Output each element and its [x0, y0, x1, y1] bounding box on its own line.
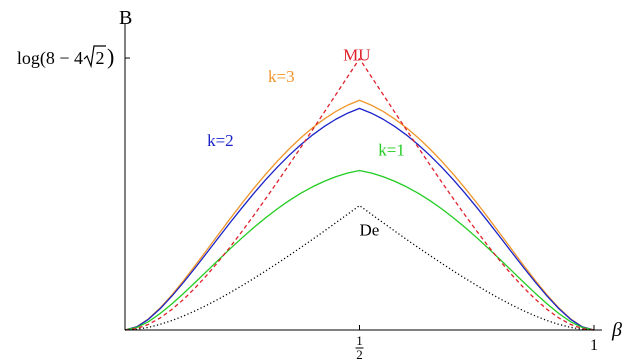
y-tick-label: log(8 − 4 2): [17, 44, 114, 69]
y-axis-label: B: [119, 7, 132, 29]
annotation-k-3: k=3: [268, 67, 295, 86]
series-line-k-1: [124, 169, 595, 331]
annotation-k-2: k=2: [207, 131, 234, 150]
x-axis-label: β: [611, 319, 622, 341]
y-tick-label-close: ): [107, 44, 114, 69]
series-line-mu: [124, 58, 595, 331]
x-tick-label: 1: [590, 337, 598, 354]
y-tick-label-text: log(8 − 4: [17, 48, 83, 69]
series-layer: [124, 58, 595, 331]
x-tick-label-numerator: 1: [356, 333, 363, 348]
annotation-layer: MU k=3 k=2 k=1 De: [207, 46, 405, 240]
y-tick-label-sqrt-arg: 2: [96, 48, 105, 68]
annotation-de: De: [360, 221, 380, 240]
axes-layer: β B: [119, 7, 622, 341]
annotation-mu: MU: [343, 46, 370, 65]
series-line-k-2: [124, 107, 595, 331]
x-tick-label-denominator: 2: [356, 347, 363, 360]
annotation-k-1: k=1: [378, 141, 405, 160]
sqrt-radical-sign: [83, 45, 106, 69]
series-line-k-3: [124, 99, 595, 331]
